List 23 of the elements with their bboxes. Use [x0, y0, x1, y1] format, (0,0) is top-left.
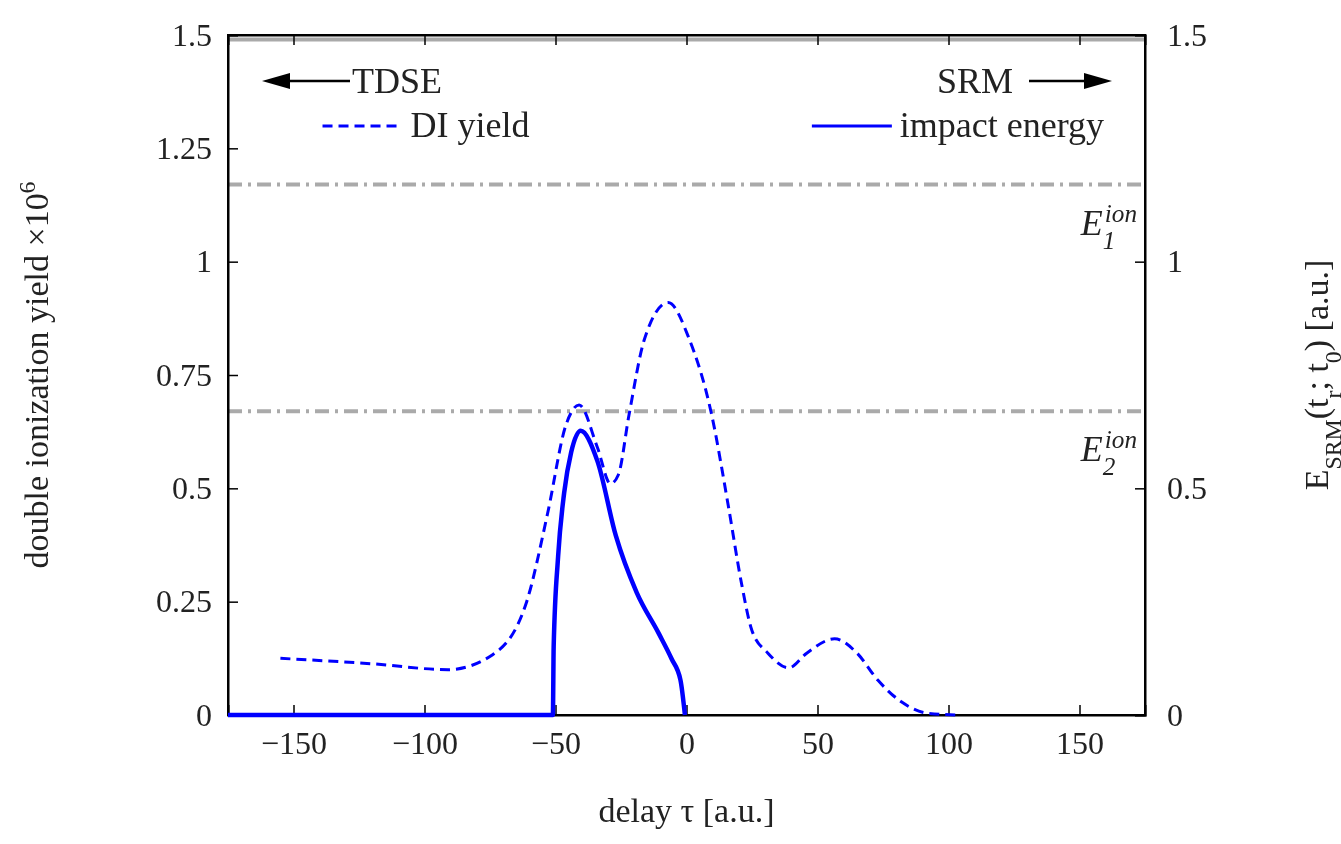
- x-tick-label: −50: [530, 724, 582, 761]
- y-tick-label: 0: [196, 696, 212, 733]
- y-tick-label: 0.5: [172, 470, 212, 507]
- x-tick-label: 150: [1056, 724, 1104, 761]
- x-tick-label: 50: [802, 724, 834, 761]
- y-tick-label: 0.75: [156, 356, 212, 393]
- y2-tick-label: 0: [1167, 696, 1183, 733]
- y-tick-label: 1.25: [156, 130, 212, 167]
- legend-label: impact energy: [899, 105, 1105, 145]
- y2-tick-label: 1: [1167, 243, 1183, 280]
- y2-tick-label: 0.5: [1167, 470, 1207, 507]
- annotation: TDSE: [352, 61, 442, 101]
- y-tick-label: 1: [196, 243, 212, 280]
- x-tick-label: −100: [391, 724, 459, 761]
- annotation: SRM: [936, 61, 1013, 101]
- x-axis-title: delay τ [a.u.]: [598, 792, 775, 829]
- x-tick-label: 100: [925, 724, 973, 761]
- x-tick-label: 0: [679, 724, 695, 761]
- legend-label: DI yield: [410, 105, 530, 145]
- y2-tick-label: 1.5: [1167, 16, 1207, 53]
- y-tick-label: 0.25: [156, 583, 212, 620]
- x-tick-label: −150: [260, 724, 328, 761]
- y-tick-label: 1.5: [172, 16, 212, 53]
